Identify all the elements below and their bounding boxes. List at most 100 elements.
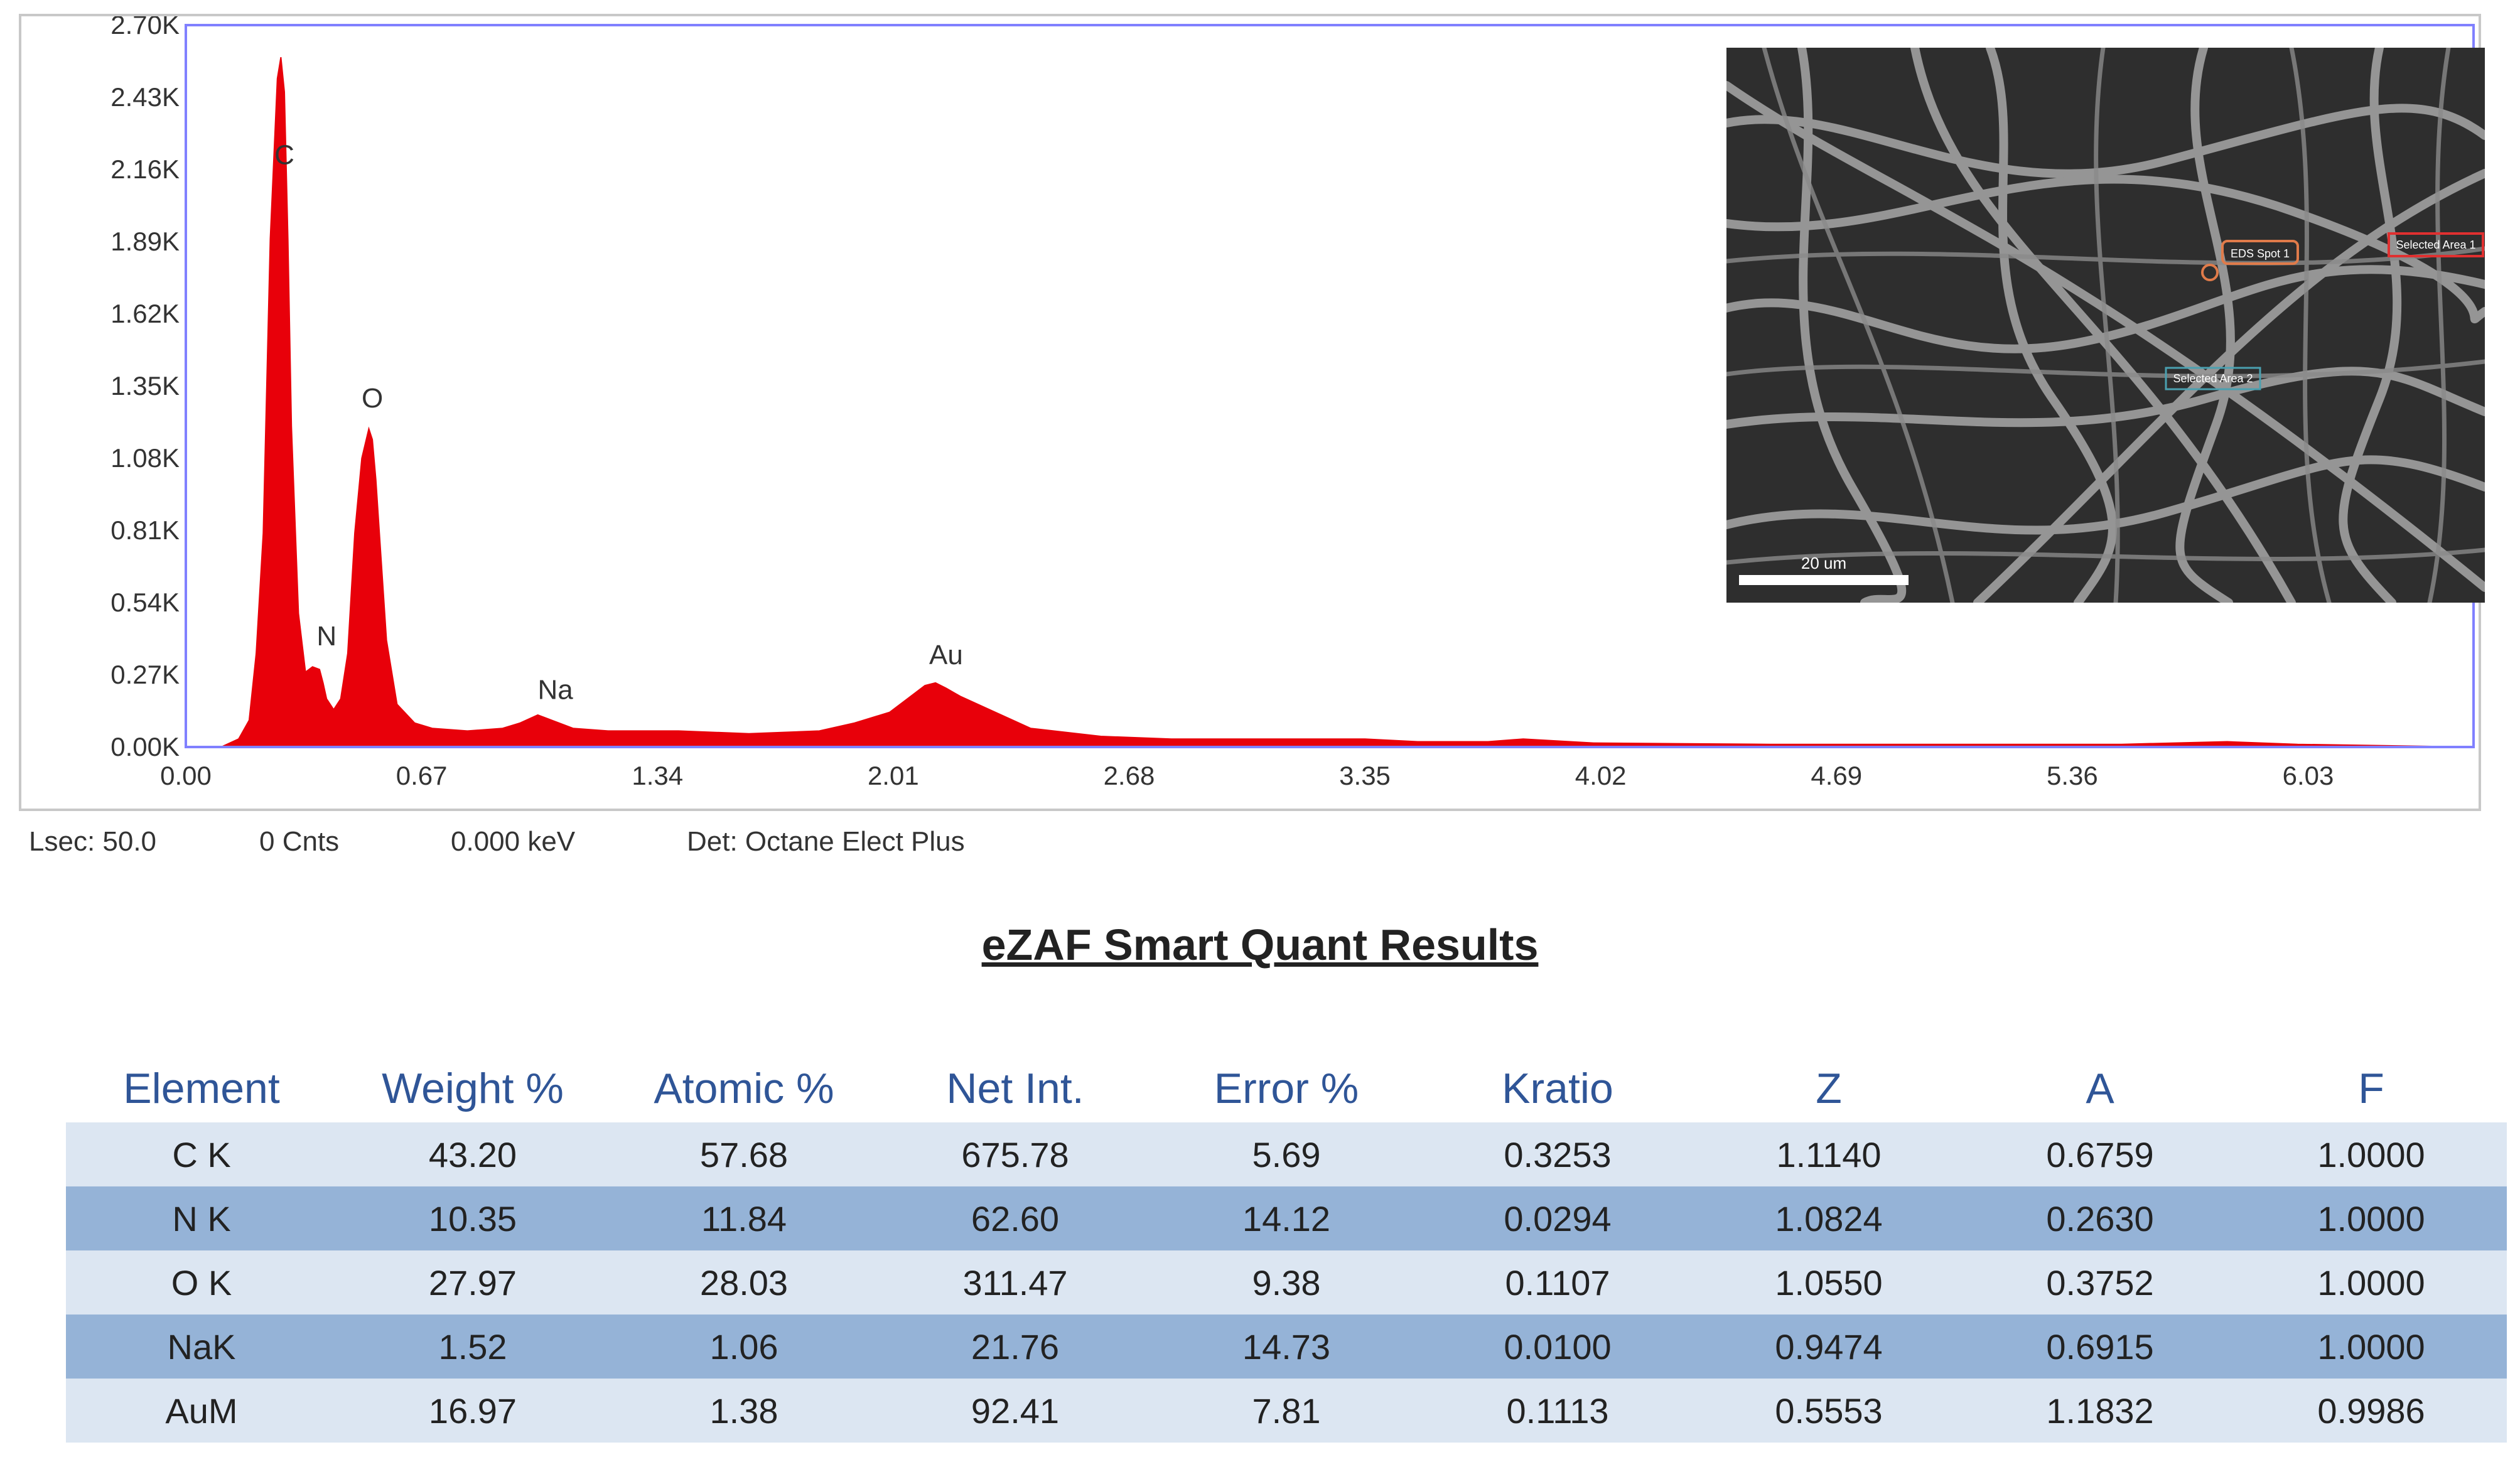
- table-cell: 0.0100: [1422, 1315, 1693, 1379]
- sem-image-inset: 20 um EDS Spot 1 Selected Area 1 Selecte…: [1726, 48, 2485, 603]
- x-tick-label: 1.34: [632, 761, 683, 790]
- table-cell: 14.73: [1151, 1315, 1422, 1379]
- y-tick-label: 0.27K: [110, 660, 180, 689]
- y-tick-label: 1.08K: [110, 443, 180, 473]
- results-title: eZAF Smart Quant Results: [981, 920, 1539, 969]
- table-cell: 0.1113: [1422, 1379, 1693, 1443]
- table-cell: 0.6915: [1964, 1315, 2236, 1379]
- table-cell: 1.52: [337, 1315, 608, 1379]
- table-cell: 1.0824: [1693, 1186, 1964, 1250]
- table-cell: 21.76: [880, 1315, 1151, 1379]
- table-row: N K 10.35 11.84 62.60 14.12 0.0294 1.0824 0.263…: [66, 1186, 2507, 1250]
- column-header: F: [2358, 1065, 2384, 1112]
- column-header: Kratio: [1502, 1065, 1613, 1112]
- table-cell: 1.1832: [1964, 1379, 2236, 1443]
- column-header: Element: [123, 1065, 280, 1112]
- column-header: Weight %: [382, 1065, 564, 1112]
- x-tick-label: 4.02: [1575, 761, 1627, 790]
- table-cell: 0.0294: [1422, 1186, 1693, 1250]
- table-row: NaK 1.52 1.06 21.76 14.73 0.0100 0.9474 0.6915 1…: [66, 1315, 2507, 1379]
- column-header: Atomic %: [654, 1065, 834, 1112]
- column-header: Z: [1816, 1065, 1842, 1112]
- table-cell: 28.03: [608, 1250, 880, 1315]
- eds-spectrum-chart: 0.00K 0.27K 0.54K 0.81K 1.08K 1.35K 1.62K 1.89K…: [110, 16, 2475, 790]
- y-tick-label: 2.16K: [110, 154, 180, 184]
- column-header: A: [2086, 1065, 2114, 1112]
- table-cell: 0.6759: [1964, 1122, 2236, 1186]
- table-cell: 57.68: [608, 1122, 880, 1186]
- eds-spot-label: EDS Spot 1: [2231, 247, 2290, 260]
- table-header-row: Element Weight % Atomic % Net Int. Error % Kr…: [66, 1055, 2507, 1122]
- live-seconds-readout: Lsec: 50.0: [29, 826, 157, 857]
- table-row: C K 43.20 57.68 675.78 5.69 0.3253 1.1140 0.675…: [66, 1122, 2507, 1186]
- peak-label: C: [274, 139, 294, 170]
- table-cell: 14.12: [1151, 1186, 1422, 1250]
- selected-area-2-box: [2165, 367, 2261, 390]
- column-header: Error %: [1214, 1065, 1359, 1112]
- selected-area-1-label: Selected Area 1: [2396, 239, 2475, 251]
- quant-results-table: Element Weight % Atomic % Net Int. Error % Kr…: [66, 1055, 2507, 1443]
- table-cell: 11.84: [608, 1186, 880, 1250]
- table-cell: 0.2630: [1964, 1186, 2236, 1250]
- table-cell: O K: [66, 1250, 337, 1315]
- table-cell: 0.9474: [1693, 1315, 1964, 1379]
- x-tick-label: 6.03: [2283, 761, 2334, 790]
- scale-bar-label: 20 um: [1801, 554, 1846, 573]
- scale-bar: [1739, 575, 1909, 585]
- table-row: O K 27.97 28.03 311.47 9.38 0.1107 1.0550 0.375…: [66, 1250, 2507, 1315]
- table-cell: 1.0000: [2236, 1186, 2507, 1250]
- peak-label: Au: [929, 640, 963, 670]
- y-tick-label: 0.81K: [110, 515, 180, 545]
- table-cell: 16.97: [337, 1379, 608, 1443]
- selected-area-1-box: [2388, 232, 2484, 257]
- table-cell: 1.0550: [1693, 1250, 1964, 1315]
- x-tick-label: 0.00: [160, 761, 212, 790]
- y-tick-label: 1.62K: [110, 299, 180, 328]
- detector-readout: Det: Octane Elect Plus: [687, 826, 965, 857]
- table-cell: 92.41: [880, 1379, 1151, 1443]
- selected-area-2-label: Selected Area 2: [2173, 372, 2253, 385]
- x-tick-label: 0.67: [396, 761, 448, 790]
- spectrum-panel: 0.00K 0.27K 0.54K 0.81K 1.08K 1.35K 1.62K 1.89K…: [19, 14, 2485, 811]
- table-cell: 9.38: [1151, 1250, 1422, 1315]
- y-tick-label: 1.35K: [110, 371, 180, 401]
- table-cell: 43.20: [337, 1122, 608, 1186]
- x-tick-label: 5.36: [2047, 761, 2098, 790]
- y-tick-label: 1.89K: [110, 227, 180, 256]
- table-cell: 5.69: [1151, 1122, 1422, 1186]
- energy-readout: 0.000 keV: [451, 826, 576, 857]
- table-cell: 1.1140: [1693, 1122, 1964, 1186]
- table-cell: 1.06: [608, 1315, 880, 1379]
- y-tick-label: 0.00K: [110, 732, 180, 761]
- counts-readout: 0 Cnts: [259, 826, 340, 857]
- x-tick-label: 2.68: [1104, 761, 1155, 790]
- table-cell: 1.0000: [2236, 1122, 2507, 1186]
- table-cell: 675.78: [880, 1122, 1151, 1186]
- table-cell: 7.81: [1151, 1379, 1422, 1443]
- table-cell: 27.97: [337, 1250, 608, 1315]
- table-cell: 62.60: [880, 1186, 1151, 1250]
- table-cell: 0.3752: [1964, 1250, 2236, 1315]
- table-cell: 311.47: [880, 1250, 1151, 1315]
- table-cell: 0.5553: [1693, 1379, 1964, 1443]
- table-cell: 1.0000: [2236, 1315, 2507, 1379]
- peak-label: O: [362, 383, 383, 414]
- eds-spot-marker: [2201, 264, 2219, 281]
- x-tick-label: 2.01: [868, 761, 919, 790]
- x-tick-label: 4.69: [1811, 761, 1862, 790]
- y-tick-label: 0.54K: [110, 588, 180, 617]
- peak-label: N: [316, 621, 337, 652]
- spectrum-series-area: [186, 56, 2474, 748]
- table-cell: 0.1107: [1422, 1250, 1693, 1315]
- table-cell: 0.3253: [1422, 1122, 1693, 1186]
- table-cell: C K: [66, 1122, 337, 1186]
- x-tick-label: 3.35: [1339, 761, 1391, 790]
- table-row: AuM 16.97 1.38 92.41 7.81 0.1113 0.5553 1.1832 0…: [66, 1379, 2507, 1443]
- table-cell: 1.0000: [2236, 1250, 2507, 1315]
- column-header: Net Int.: [946, 1065, 1084, 1112]
- y-tick-label: 2.43K: [110, 82, 180, 112]
- y-tick-label: 2.70K: [110, 16, 180, 40]
- table-cell: 0.9986: [2236, 1379, 2507, 1443]
- table-cell: N K: [66, 1186, 337, 1250]
- table-cell: AuM: [66, 1379, 337, 1443]
